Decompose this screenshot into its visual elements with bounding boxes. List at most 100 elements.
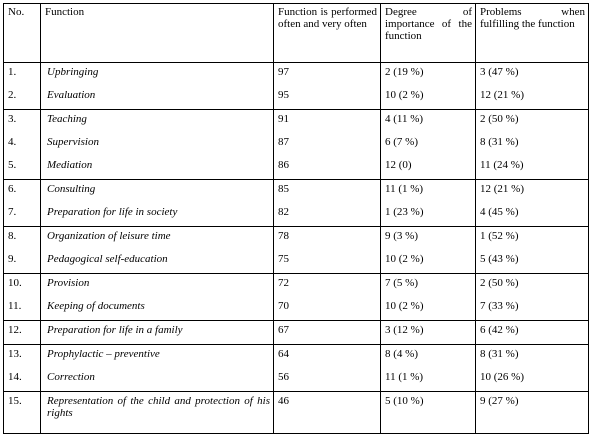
table-cell: 10 (2 %) <box>380 250 476 274</box>
table-cell: 3. <box>3 109 41 133</box>
header-cell: Function is performed often and very oft… <box>273 3 381 63</box>
table-row: 7. Preparation for life in society 82 1 (23… <box>3 203 589 227</box>
table-cell: 95 <box>273 86 381 110</box>
table-cell: 9 (3 %) <box>380 226 476 250</box>
table-cell: 8. <box>3 226 41 250</box>
function-cell: Upbringing <box>40 62 274 86</box>
table-row: 2. Evaluation 95 10 (2 %) 12 (21 %) <box>3 86 589 110</box>
table-cell: 11 (1 %) <box>380 179 476 203</box>
function-cell: Representation of the child and protecti… <box>40 391 274 434</box>
function-cell: Provision <box>40 273 274 297</box>
table-cell: 46 <box>273 391 381 434</box>
function-cell: Consulting <box>40 179 274 203</box>
table-cell: 3 (12 %) <box>380 320 476 345</box>
table-cell: 4 (11 %) <box>380 109 476 133</box>
table-row: 8. Organization of leisure time 78 9 (3 %) 1… <box>3 226 589 250</box>
table-row: 9. Pedagogical self-education 75 10 (2 %) 5 … <box>3 250 589 274</box>
table-cell: 9. <box>3 250 41 274</box>
table-row: 5. Mediation 86 12 (0) 11 (24 %) <box>3 156 589 180</box>
table-head: No. Function Function is performed often… <box>3 3 589 63</box>
table-cell: 10 (2 %) <box>380 297 476 321</box>
function-cell: Organization of leisure time <box>40 226 274 250</box>
table-cell: 12 (21 %) <box>475 179 589 203</box>
table-row: 12. Preparation for life in a family 67 3 (… <box>3 320 589 345</box>
table-row: 10. Provision 72 7 (5 %) 2 (50 %) <box>3 273 589 297</box>
function-cell: Keeping of documents <box>40 297 274 321</box>
table-cell: 7. <box>3 203 41 227</box>
table-cell: 97 <box>273 62 381 86</box>
functions-table: No. Function Function is performed often… <box>3 3 589 434</box>
table-cell: 13. <box>3 344 41 368</box>
table-cell: 86 <box>273 156 381 180</box>
table-row: 14. Correction 56 11 (1 %) 10 (26 %) <box>3 368 589 392</box>
function-cell: Preparation for life in a family <box>40 320 274 345</box>
table-cell: 11. <box>3 297 41 321</box>
table-cell: 12 (21 %) <box>475 86 589 110</box>
table-cell: 5. <box>3 156 41 180</box>
table-cell: 1. <box>3 62 41 86</box>
table-cell: 1 (23 %) <box>380 203 476 227</box>
table-cell: 91 <box>273 109 381 133</box>
header-cell: No. <box>3 3 41 63</box>
table-cell: 5 (10 %) <box>380 391 476 434</box>
table-cell: 72 <box>273 273 381 297</box>
table-row: 4. Supervision 87 6 (7 %) 8 (31 %) <box>3 133 589 156</box>
table-cell: 87 <box>273 133 381 156</box>
table-cell: 11 (24 %) <box>475 156 589 180</box>
table-row: 3. Teaching 91 4 (11 %) 2 (50 %) <box>3 109 589 133</box>
table-cell: 8 (31 %) <box>475 133 589 156</box>
function-cell: Correction <box>40 368 274 392</box>
table-cell: 75 <box>273 250 381 274</box>
table-cell: 7 (33 %) <box>475 297 589 321</box>
function-cell: Prophylactic – preventive <box>40 344 274 368</box>
table-cell: 10. <box>3 273 41 297</box>
table-row: 6. Consulting 85 11 (1 %) 12 (21 %) <box>3 179 589 203</box>
table-cell: 1 (52 %) <box>475 226 589 250</box>
table-cell: 7 (5 %) <box>380 273 476 297</box>
table-cell: 6 (42 %) <box>475 320 589 345</box>
table-cell: 11 (1 %) <box>380 368 476 392</box>
table-cell: 3 (47 %) <box>475 62 589 86</box>
table-cell: 12 (0) <box>380 156 476 180</box>
header-cell: Problems when fulfilling the function <box>475 3 589 63</box>
table-row: 1. Upbringing 97 2 (19 %) 3 (47 %) <box>3 62 589 86</box>
table-cell: 85 <box>273 179 381 203</box>
table-cell: 12. <box>3 320 41 345</box>
function-cell: Mediation <box>40 156 274 180</box>
table-row: 15. Representation of the child and prote… <box>3 391 589 434</box>
header-cell: Degree of importance of the function <box>380 3 476 63</box>
table-cell: 70 <box>273 297 381 321</box>
table-cell: 9 (27 %) <box>475 391 589 434</box>
table-body: 1. Upbringing 97 2 (19 %) 3 (47 %) 2. Evaluati… <box>3 62 589 434</box>
table-cell: 6. <box>3 179 41 203</box>
table-cell: 2. <box>3 86 41 110</box>
table-cell: 67 <box>273 320 381 345</box>
table-cell: 8 (4 %) <box>380 344 476 368</box>
function-cell: Pedagogical self-education <box>40 250 274 274</box>
table-cell: 78 <box>273 226 381 250</box>
table-cell: 5 (43 %) <box>475 250 589 274</box>
table-cell: 10 (26 %) <box>475 368 589 392</box>
function-cell: Preparation for life in society <box>40 203 274 227</box>
header-cell: Function <box>40 3 274 63</box>
table-cell: 15. <box>3 391 41 434</box>
table-row: 11. Keeping of documents 70 10 (2 %) 7 (33 %… <box>3 297 589 321</box>
table-cell: 4. <box>3 133 41 156</box>
table-cell: 14. <box>3 368 41 392</box>
table-cell: 64 <box>273 344 381 368</box>
function-cell: Supervision <box>40 133 274 156</box>
function-cell: Teaching <box>40 109 274 133</box>
table-row: 13. Prophylactic – preventive 64 8 (4 %) 8 (… <box>3 344 589 368</box>
table-cell: 4 (45 %) <box>475 203 589 227</box>
table-cell: 2 (19 %) <box>380 62 476 86</box>
table-cell: 56 <box>273 368 381 392</box>
table-cell: 2 (50 %) <box>475 109 589 133</box>
table-cell: 6 (7 %) <box>380 133 476 156</box>
table-cell: 8 (31 %) <box>475 344 589 368</box>
table-cell: 82 <box>273 203 381 227</box>
table-cell: 10 (2 %) <box>380 86 476 110</box>
function-cell: Evaluation <box>40 86 274 110</box>
table-cell: 2 (50 %) <box>475 273 589 297</box>
header-row: No. Function Function is performed often… <box>3 3 589 63</box>
